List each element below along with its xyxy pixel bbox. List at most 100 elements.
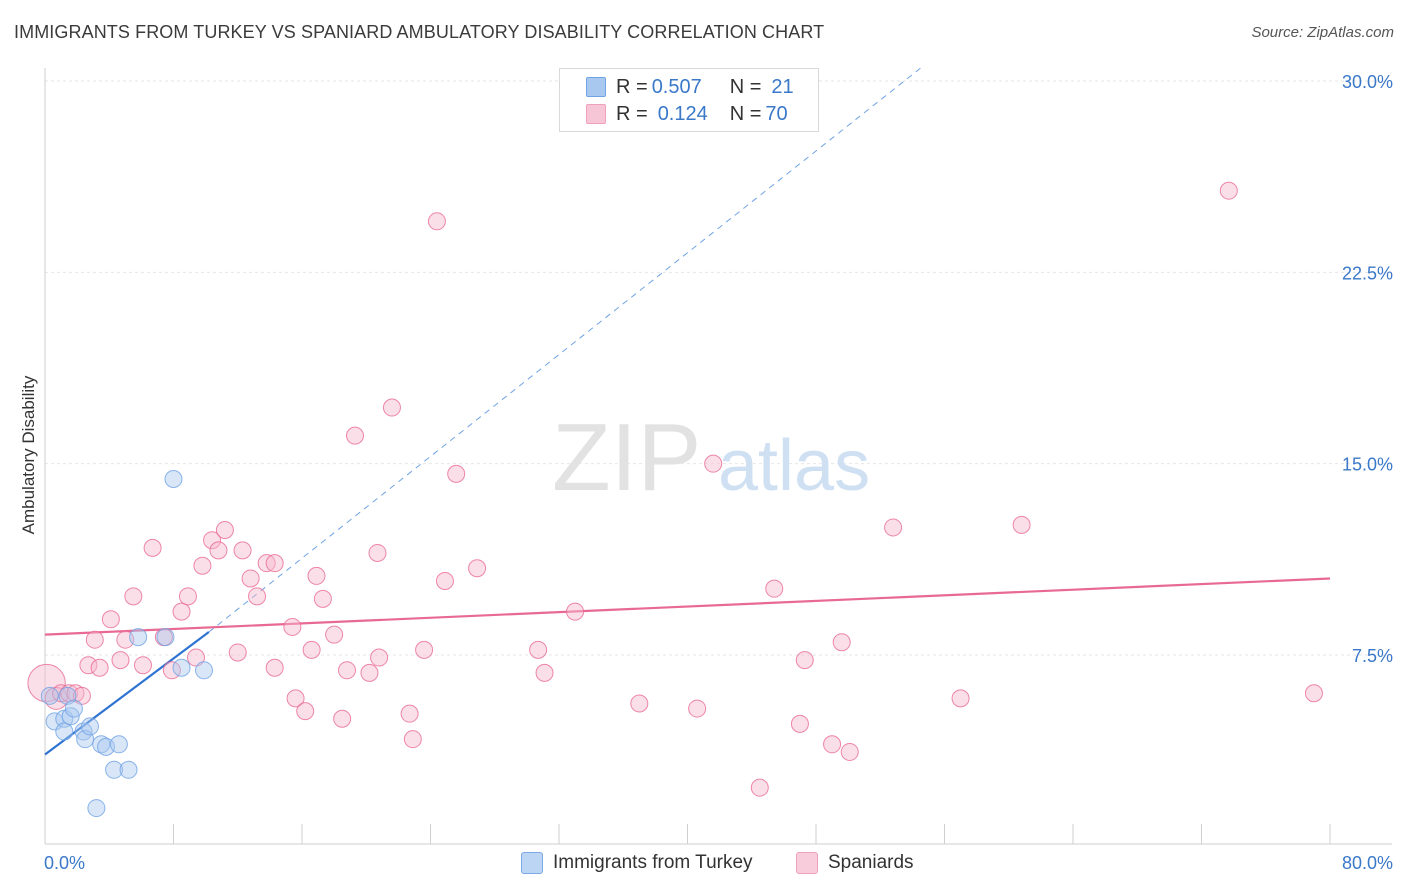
point-spaniards [313,589,332,608]
point-spaniards [72,686,91,705]
point-spaniards [535,663,554,682]
point-turkey [87,799,106,818]
point-spaniards [435,572,454,591]
watermark: ZIP atlas [552,404,870,511]
point-spaniards [566,602,585,621]
point-turkey [80,717,99,736]
point-spaniards [360,663,379,682]
legend-r-value: 0.124 [657,102,708,125]
point-spaniards [172,602,191,621]
y-tick-label: 7.5% [1352,646,1393,666]
point-spaniards [193,556,212,575]
point-spaniards [209,541,228,560]
point-spaniards [832,633,851,652]
point-spaniards [333,709,352,728]
point-spaniards [283,617,302,636]
point-turkey [156,628,175,647]
watermark-atlas: atlas [718,426,870,506]
point-spaniards [133,656,152,675]
legend-r-label: R = [616,102,648,125]
point-spaniards [265,554,284,573]
point-spaniards [111,651,130,670]
point-spaniards [765,579,784,598]
point-spaniards [468,559,487,578]
point-spaniards [178,587,197,606]
point-turkey [109,735,128,754]
point-spaniards [90,658,109,677]
point-turkey [172,658,191,677]
y-axis-label: Ambulatory Disability [19,375,38,534]
y-tick-label: 30.0% [1342,72,1393,92]
point-spaniards [688,699,707,718]
point-turkey [105,760,124,779]
point-spaniards [296,702,315,721]
grid-lines [45,80,1392,656]
point-spaniards [840,742,859,761]
point-turkey [92,735,111,754]
point-spaniards [286,689,305,708]
point-spaniards [403,730,422,749]
legend-swatch-turkey [521,852,543,874]
point-spaniards [186,648,205,667]
trend-line-turkey-extension [208,67,921,633]
point-spaniards [79,656,98,675]
point-spaniards [241,569,260,588]
legend-swatch-spaniards [796,852,818,874]
stats-legend: R = 0.507 N = 21 R = 0.124 N = 70 [559,68,819,132]
legend-label-spaniards: Spaniards [828,852,914,873]
point-spaniards [265,658,284,677]
point-spaniards [302,640,321,659]
point-spaniards [630,694,649,713]
point-spaniards [1304,684,1323,703]
legend-item-turkey: Immigrants from Turkey [521,852,753,874]
point-turkey [40,686,59,705]
point-spaniards [795,651,814,670]
point-spaniards [124,587,143,606]
point-spaniards [307,566,326,585]
legend-row-spaniards: R = 0.124 N = 70 [586,102,788,126]
point-spaniards [346,426,365,445]
point-turkey [129,628,148,647]
point-spaniards [233,541,252,560]
point-spaniards [415,640,434,659]
point-spaniards [203,531,222,550]
point-spaniards [951,689,970,708]
point-spaniards [337,661,356,680]
legend-n-label: N = [729,75,762,98]
point-spaniards [27,663,66,703]
legend-swatch-turkey [586,77,606,97]
legend-r-label: R = [616,75,648,98]
point-spaniards [1012,515,1031,534]
point-spaniards [215,520,234,539]
legend-swatch-spaniards [586,104,606,124]
point-spaniards [248,587,267,606]
source-label: Source: ZipAtlas.com [1251,24,1394,41]
point-spaniards [400,704,419,723]
point-spaniards [884,518,903,537]
point-spaniards [143,538,162,557]
legend-n-value: 21 [771,75,794,98]
point-spaniards [790,714,809,733]
axes [44,68,1392,845]
watermark-zip: ZIP [552,404,701,511]
point-turkey [55,722,74,741]
x-tick-label: 0.0% [44,853,85,873]
point-spaniards [101,610,120,629]
legend-item-spaniards: Spaniards [796,852,914,874]
tick-labels: 7.5% 15.0% 22.5% 30.0% 0.0% 80.0% [44,72,1393,873]
point-spaniards [228,643,247,662]
point-turkey [164,469,183,488]
y-tick-label: 22.5% [1342,263,1393,283]
point-turkey [119,760,138,779]
legend-n-label: N = [729,102,762,125]
point-turkey [195,661,214,680]
point-spaniards [370,648,389,667]
y-tick-label: 15.0% [1342,455,1393,475]
legend-label-turkey: Immigrants from Turkey [553,852,753,873]
point-spaniards [85,630,104,649]
point-spaniards [750,778,769,797]
point-spaniards [447,464,466,483]
data-points [27,181,1323,818]
legend-r-value: 0.507 [651,75,702,98]
